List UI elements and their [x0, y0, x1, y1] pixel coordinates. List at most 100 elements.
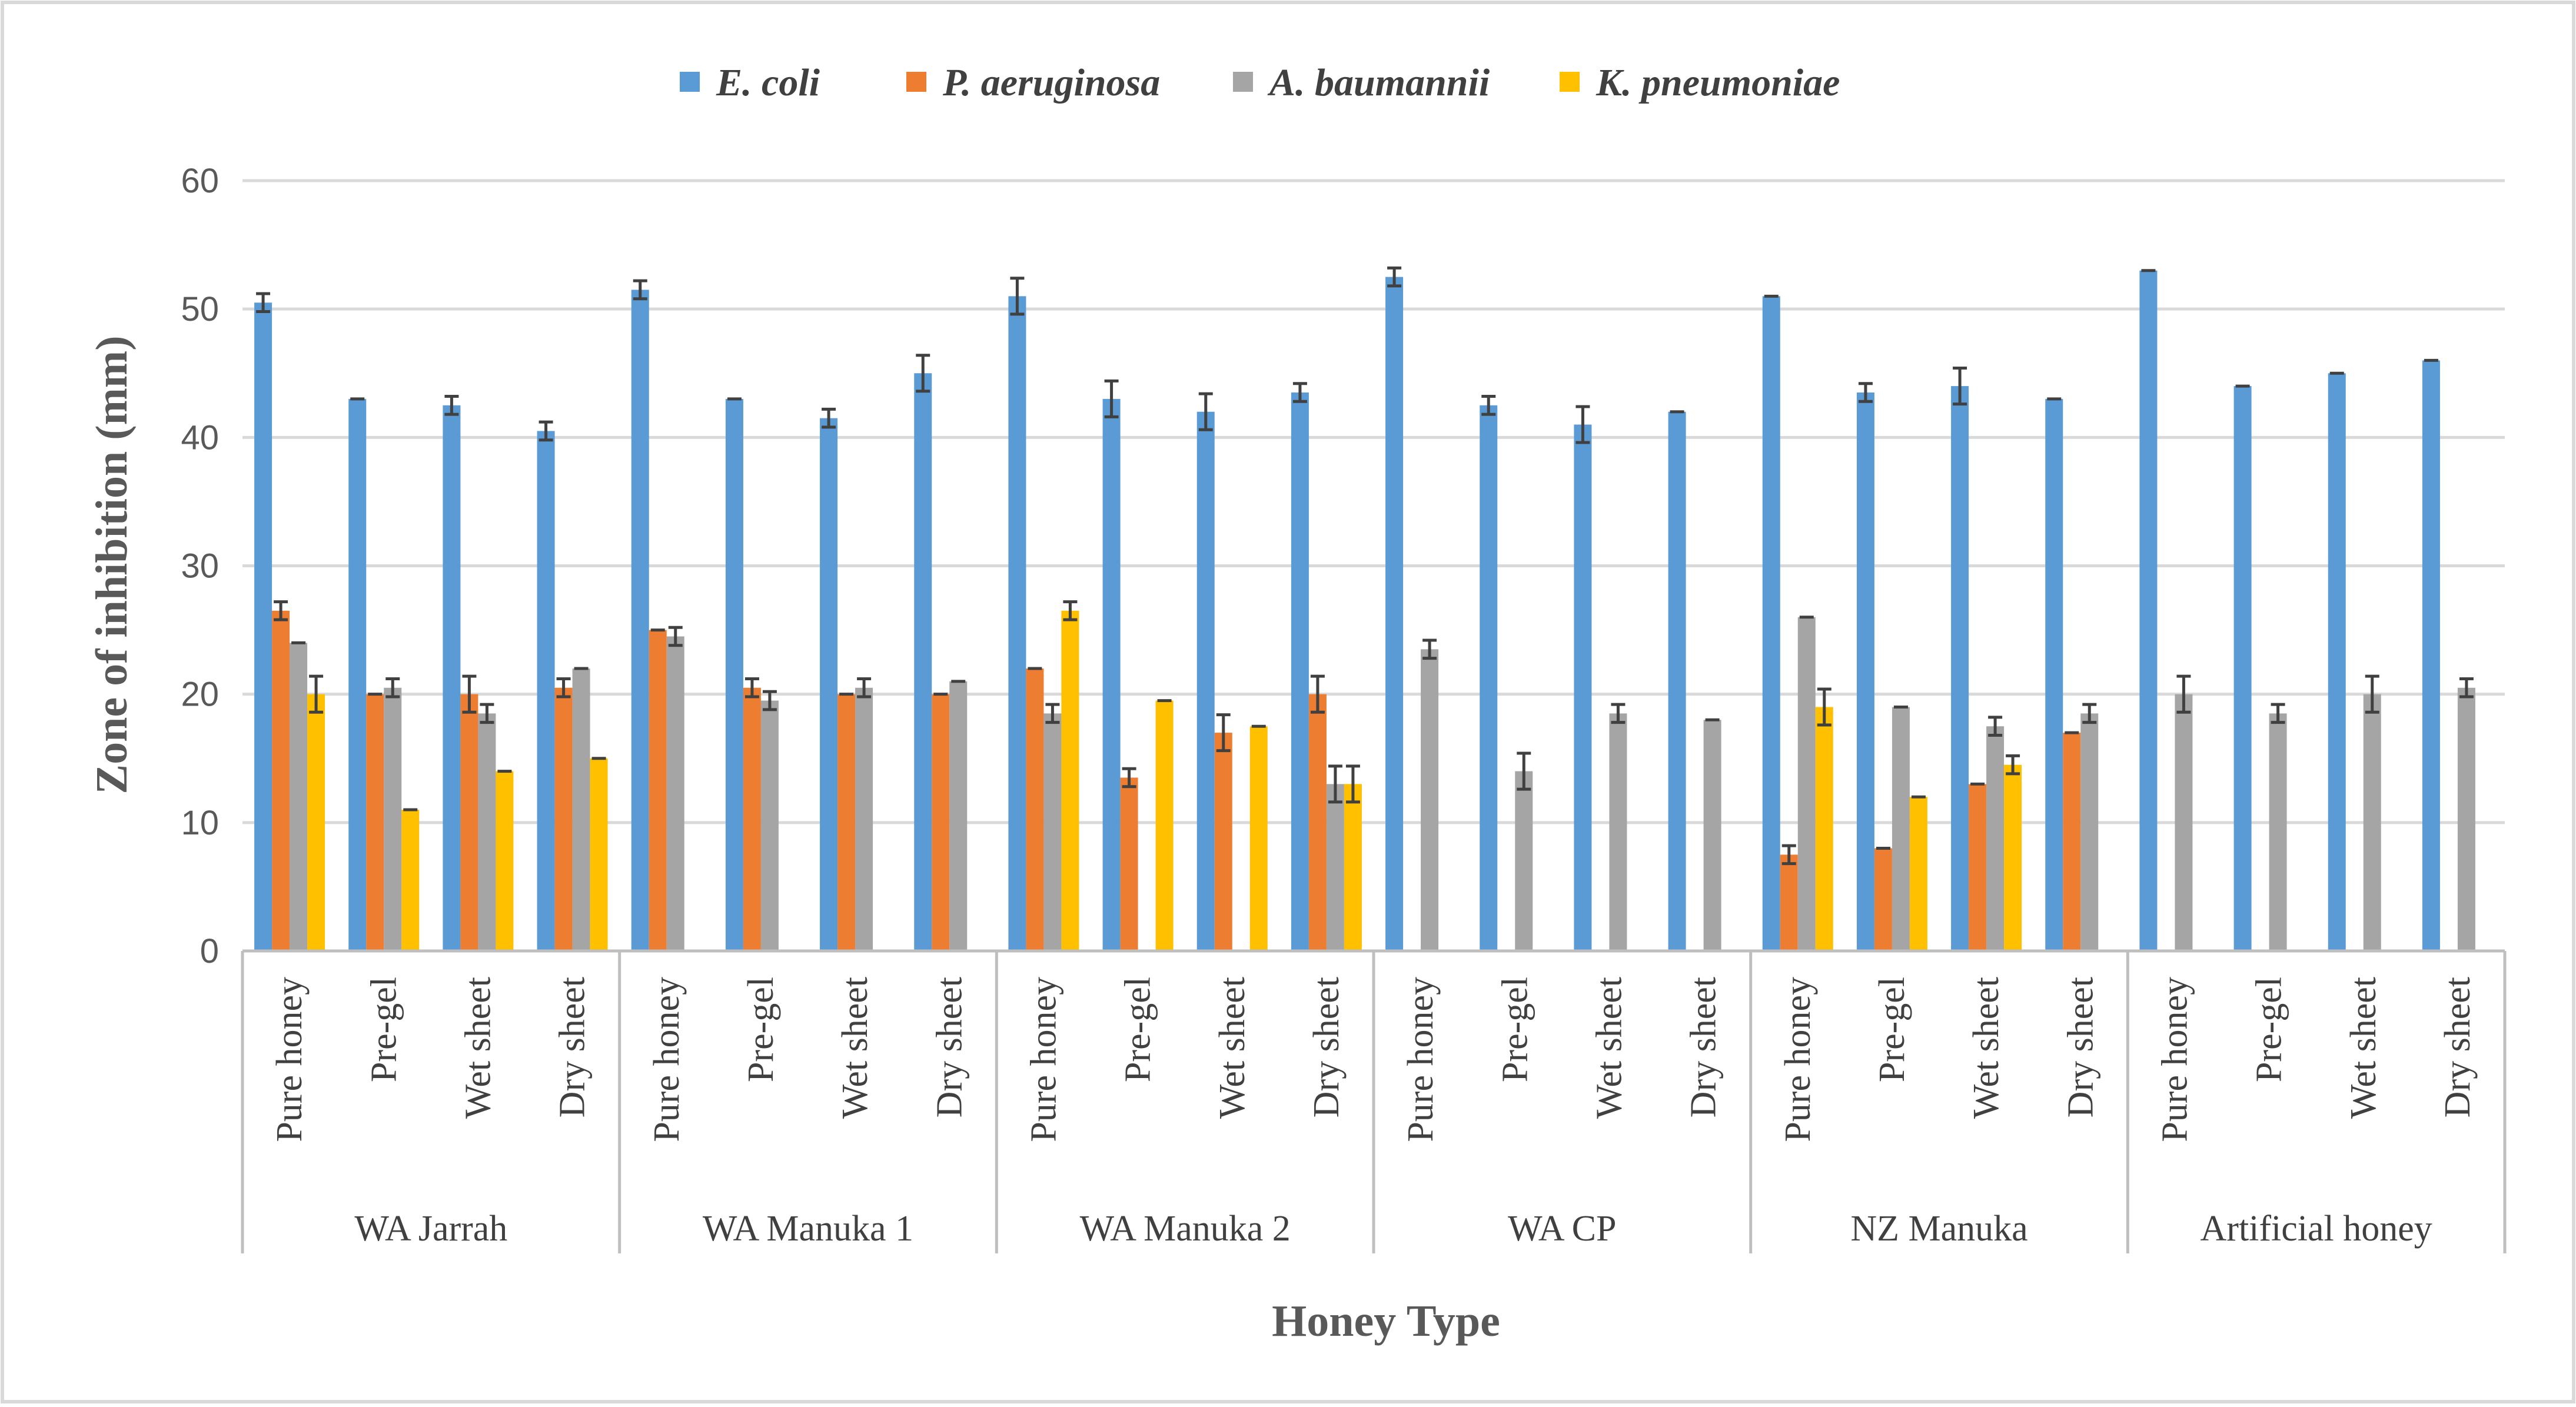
bar	[1969, 784, 1987, 951]
bar	[855, 687, 873, 951]
category-label: Wet sheet	[1212, 977, 1252, 1119]
category-label: Pure honey	[1023, 977, 1063, 1142]
category-label: Dry sheet	[2060, 977, 2100, 1117]
y-tick-label: 10	[181, 804, 219, 842]
bar	[1703, 720, 1721, 951]
group-label: NZ Manuka	[1850, 1209, 2027, 1249]
bar	[932, 694, 950, 951]
category-label: Wet sheet	[835, 977, 875, 1119]
bar	[2457, 687, 2475, 951]
category-label: Pre-gel	[741, 977, 781, 1082]
y-tick-label: 40	[181, 418, 219, 457]
bar	[1609, 713, 1627, 951]
bar	[2004, 764, 2022, 951]
axes: 0 10 20 30 40 50 60 Pure honey Pre-gel Wet sheet D…	[181, 162, 2507, 1253]
bar	[837, 694, 856, 951]
bar	[1515, 771, 1533, 951]
bar	[496, 771, 514, 951]
bar	[1892, 707, 1910, 951]
bar	[401, 810, 420, 951]
bar	[590, 758, 608, 951]
category-label: Pre-gel	[1495, 977, 1535, 1082]
bar	[1026, 668, 1044, 951]
legend-label: A. baumannii	[1267, 61, 1490, 104]
legend-swatch	[1233, 72, 1253, 92]
category-label: Dry sheet	[1307, 977, 1347, 1117]
bar	[2045, 398, 2063, 951]
bar	[1574, 424, 1592, 951]
group-label: WA CP	[1508, 1209, 1616, 1249]
category-label: Dry sheet	[1684, 977, 1724, 1117]
y-axis-title: Zone of inhibition (mm)	[87, 335, 137, 794]
legend-swatch	[906, 72, 926, 92]
bar	[2063, 733, 2081, 951]
y-tick-label: 0	[200, 932, 219, 970]
bar	[307, 694, 325, 951]
y-tick-label: 30	[181, 547, 219, 586]
category-label: Pure honey	[1401, 977, 1441, 1142]
bar	[1061, 610, 1079, 951]
group-label: WA Manuka 1	[703, 1209, 913, 1249]
bar	[631, 290, 649, 952]
error-bars	[256, 266, 2474, 866]
bar	[1196, 411, 1215, 951]
bar	[1120, 777, 1138, 951]
bar	[537, 431, 555, 951]
legend: E. coli P. aeruginosa A. baumannii K. pneum…	[680, 61, 1840, 104]
bar	[725, 398, 743, 951]
bar	[290, 643, 308, 951]
bar	[478, 713, 496, 951]
category-label: Pre-gel	[364, 977, 404, 1082]
bar	[1480, 405, 1498, 951]
bar	[384, 687, 402, 951]
bars	[254, 270, 2475, 952]
category-label: Dry sheet	[553, 977, 593, 1117]
y-tick-label: 60	[181, 162, 219, 200]
bar	[1421, 649, 1439, 951]
category-label: Pre-gel	[1118, 977, 1158, 1082]
bar	[743, 687, 761, 951]
bar	[914, 373, 932, 951]
bar	[554, 687, 573, 951]
bar	[2363, 694, 2381, 951]
bar	[2269, 713, 2287, 951]
bar	[366, 694, 384, 951]
bar	[1155, 700, 1174, 951]
category-label: Wet sheet	[1966, 977, 2006, 1119]
bar	[254, 302, 272, 952]
category-label: Pure honey	[270, 977, 310, 1142]
bar	[1856, 392, 1874, 951]
bar	[2233, 386, 2252, 951]
bar	[2080, 713, 2099, 951]
bar	[666, 636, 684, 951]
bar	[1668, 411, 1686, 951]
category-label: Pure honey	[2155, 977, 2195, 1142]
bar	[1762, 296, 1780, 952]
category-label: Pre-gel	[2249, 977, 2289, 1082]
y-tick-label: 50	[181, 290, 219, 328]
bar	[760, 700, 779, 951]
bar	[1102, 398, 1121, 951]
bar	[1214, 733, 1232, 951]
bar	[1308, 694, 1327, 951]
bar	[649, 630, 667, 951]
bar	[1909, 797, 1927, 951]
group-label: WA Jarrah	[354, 1209, 507, 1249]
bar	[348, 398, 367, 951]
category-label: Wet sheet	[1589, 977, 1629, 1119]
category-label: Pure honey	[647, 977, 687, 1142]
legend-swatch	[680, 72, 700, 92]
legend-label: K. pneumoniae	[1596, 61, 1840, 104]
bar	[1986, 726, 2005, 951]
bar	[1008, 296, 1026, 952]
bar	[1797, 617, 1816, 951]
legend-swatch	[1560, 72, 1580, 92]
gridlines	[242, 179, 2505, 824]
bar	[1344, 784, 1362, 951]
bar	[2422, 360, 2440, 951]
bar	[443, 405, 461, 951]
bar	[1385, 277, 1404, 951]
bar	[1249, 726, 1268, 951]
bar	[460, 694, 478, 951]
bar	[949, 681, 968, 951]
